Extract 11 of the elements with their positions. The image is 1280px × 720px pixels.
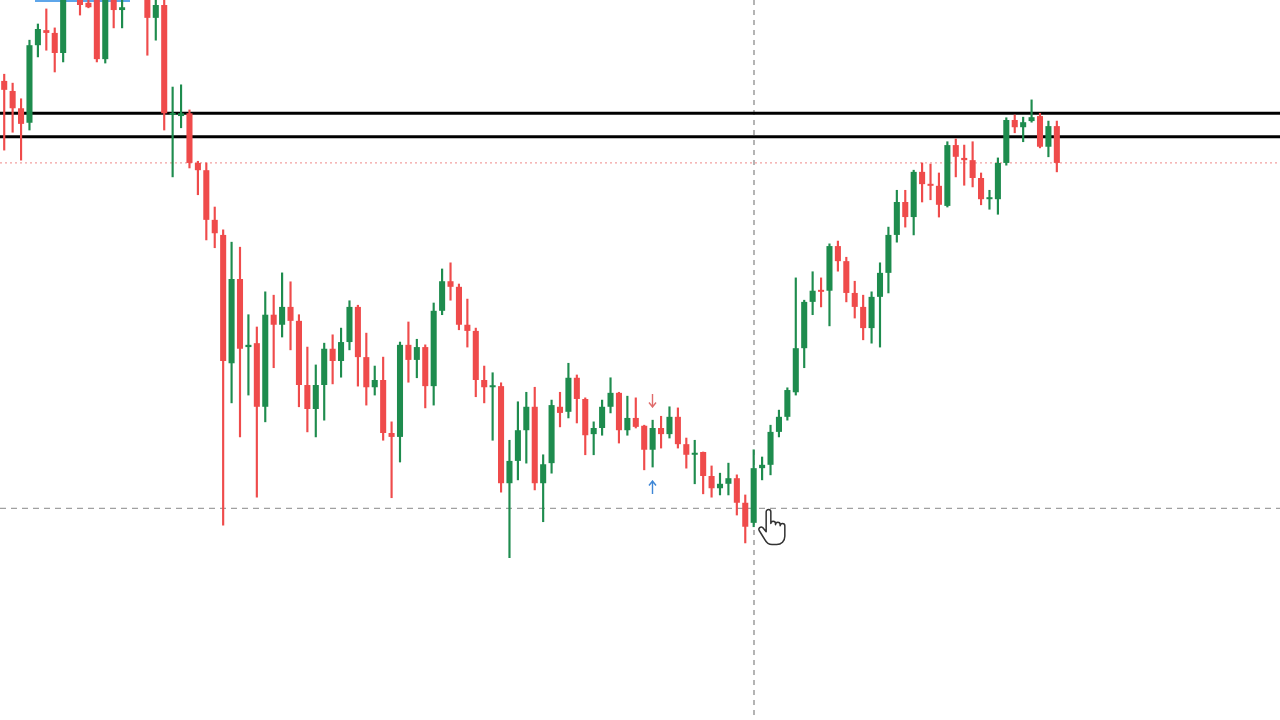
candlestick: [489, 372, 496, 441]
candlestick: [927, 163, 934, 201]
candlestick: [725, 462, 732, 496]
candlestick: [388, 421, 395, 499]
candlestick: [506, 439, 513, 558]
candlestick: [169, 86, 176, 178]
candlestick: [447, 262, 454, 301]
candlestick: [986, 189, 993, 210]
candlestick: [287, 281, 294, 351]
candlestick: [405, 321, 412, 383]
candlestick: [1028, 99, 1035, 123]
